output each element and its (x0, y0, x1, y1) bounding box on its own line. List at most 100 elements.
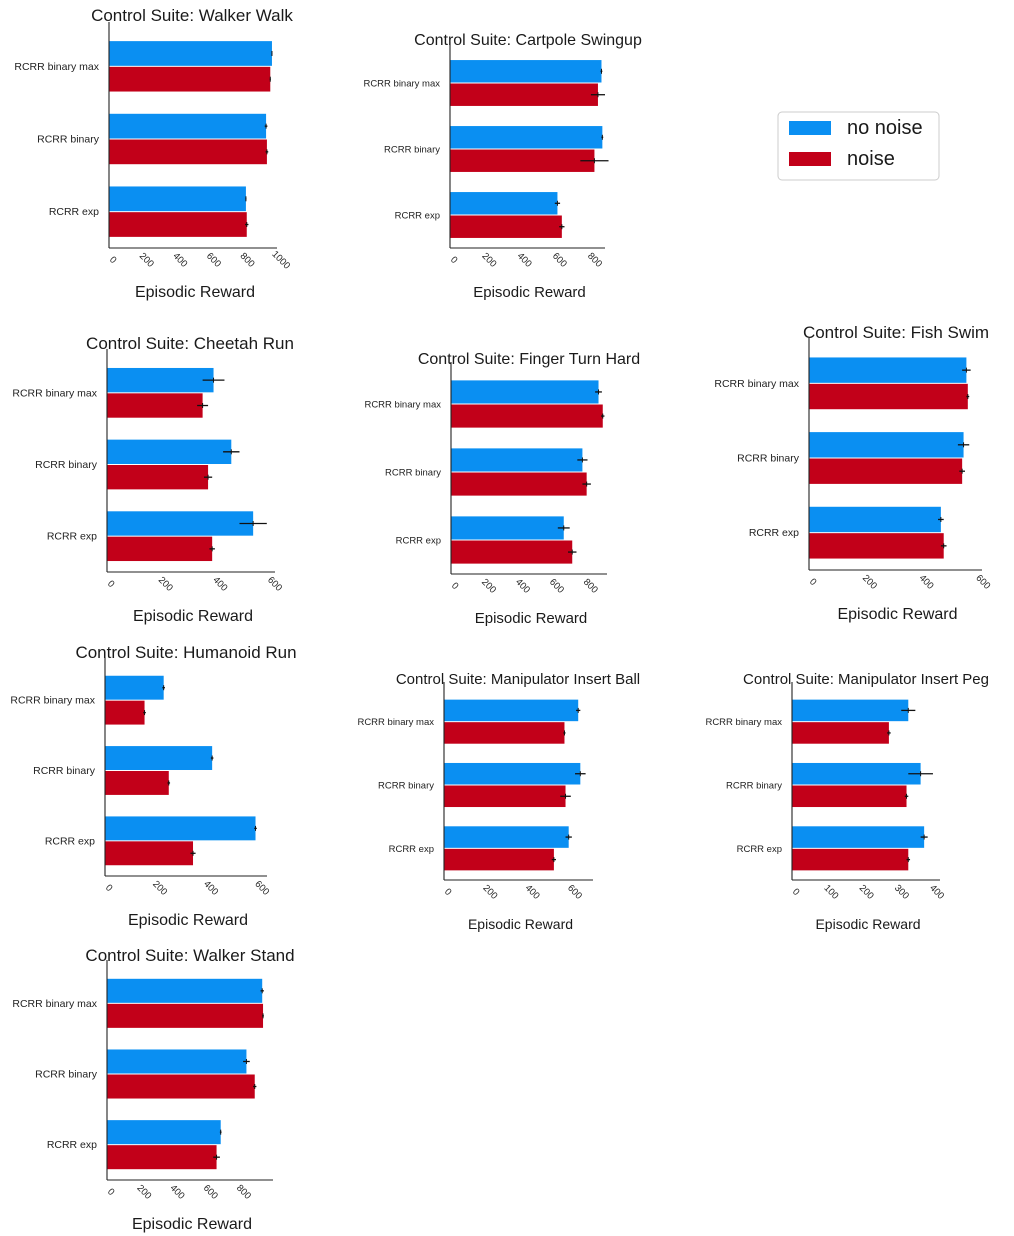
bar-noise-rcrr-binary (105, 771, 169, 795)
category-label: RCRR exp (395, 211, 440, 222)
bar-no-noise-rcrr-binary (107, 1049, 247, 1074)
x-tick-label: 200 (150, 879, 169, 898)
chart-control-suite-manipulator-insert-ball: Control Suite: Manipulator Insert Ball RC… (357, 671, 640, 932)
chart-control-suite-fish-swim: Control Suite: Fish Swim RCRR binary max R… (714, 323, 992, 623)
chart-title: Control Suite: Walker Walk (91, 6, 293, 25)
x-tick-label: 600 (265, 575, 284, 594)
legend: no noise noise (777, 111, 940, 181)
category-label: RCRR binary max (12, 387, 97, 399)
chart-control-suite-humanoid-run: Control Suite: Humanoid Run RCRR binary m… (10, 643, 296, 929)
bar-noise-rcrr-binary (792, 785, 907, 808)
bar-noise-rcrr-exp (451, 540, 573, 564)
category-label: RCRR exp (47, 531, 97, 543)
bar-no-noise-rcrr-exp (792, 826, 925, 848)
bar-no-noise-rcrr-exp (107, 1120, 221, 1145)
bar-noise-rcrr-binary-max (444, 722, 565, 744)
bar-noise-rcrr-binary (451, 472, 587, 496)
chart-title: Control Suite: Manipulator Insert Ball (396, 671, 640, 688)
bar-noise-rcrr-binary-max (107, 1003, 264, 1028)
chart-title: Control Suite: Manipulator Insert Peg (743, 671, 989, 688)
bar-no-noise-rcrr-exp (107, 511, 254, 536)
bar-noise-rcrr-exp (444, 848, 554, 871)
bar-noise-rcrr-binary-max (107, 393, 203, 418)
chart-title: Control Suite: Cartpole Swingup (414, 32, 642, 49)
category-label: RCRR exp (389, 844, 434, 855)
category-label: RCRR binary max (10, 695, 95, 707)
x-axis-label: Episodic Reward (473, 284, 586, 301)
x-tick-label: 200 (134, 1183, 153, 1202)
category-label: RCRR binary (378, 781, 434, 792)
bar-no-noise-rcrr-exp (444, 826, 569, 848)
bar-no-noise-rcrr-binary (792, 762, 921, 785)
bar-noise-rcrr-binary (107, 465, 209, 490)
bar-no-noise-rcrr-binary (809, 432, 964, 458)
x-tick-label: 300 (892, 883, 911, 902)
category-label: RCRR binary (384, 145, 440, 156)
chart-control-suite-cartpole-swingup: Control Suite: Cartpole Swingup RCRR bina… (363, 32, 641, 301)
bar-no-noise-rcrr-binary (451, 448, 583, 472)
x-tick-label: 100 (822, 883, 841, 902)
bar-no-noise-rcrr-binary-max (107, 367, 214, 393)
bar-no-noise-rcrr-binary-max (105, 675, 164, 700)
bar-noise-rcrr-binary-max (792, 722, 889, 744)
bar-noise-rcrr-binary (450, 149, 595, 172)
bar-no-noise-rcrr-exp (450, 192, 558, 215)
category-label: RCRR exp (749, 527, 799, 539)
bar-no-noise-rcrr-binary-max (109, 41, 272, 66)
bar-noise-rcrr-binary-max (109, 66, 271, 92)
bar-no-noise-rcrr-binary-max (444, 699, 579, 722)
chart-title: Control Suite: Walker Stand (85, 946, 294, 965)
bar-no-noise-rcrr-binary-max (451, 380, 599, 404)
x-axis-label: Episodic Reward (133, 608, 253, 625)
bar-noise-rcrr-exp (450, 215, 562, 238)
bar-no-noise-rcrr-binary (107, 439, 232, 464)
x-axis-label: Episodic Reward (132, 1216, 252, 1233)
x-tick-label: 200 (479, 577, 498, 596)
x-tick-label: 200 (860, 573, 879, 592)
x-tick-label: 400 (201, 879, 220, 898)
bar-noise-rcrr-exp (107, 536, 213, 562)
x-tick-label: 200 (479, 251, 498, 270)
legend-label-noise: noise (847, 148, 895, 170)
x-tick-label: 600 (565, 883, 584, 902)
bar-noise-rcrr-binary-max (450, 83, 598, 106)
bar-noise-rcrr-binary (107, 1074, 255, 1099)
category-label: RCRR exp (45, 835, 95, 847)
x-tick-label: 200 (481, 883, 500, 902)
x-tick-label: 0 (448, 254, 460, 266)
bar-noise-rcrr-exp (809, 533, 944, 559)
bar-no-noise-rcrr-binary (109, 113, 267, 139)
chart-control-suite-walker-stand: Control Suite: Walker Stand RCRR binary m… (12, 946, 294, 1233)
bar-no-noise-rcrr-binary-max (107, 978, 263, 1003)
x-axis-label: Episodic Reward (128, 912, 248, 929)
bar-noise-rcrr-exp (109, 212, 247, 237)
x-tick-label: 400 (211, 575, 230, 594)
category-label: RCRR binary (35, 1069, 98, 1081)
bar-no-noise-rcrr-exp (451, 516, 564, 540)
bar-noise-rcrr-binary-max (105, 700, 145, 725)
bar-no-noise-rcrr-exp (109, 186, 246, 212)
x-tick-label: 400 (515, 251, 534, 270)
bar-no-noise-rcrr-binary-max (809, 357, 967, 383)
category-label: RCRR binary max (12, 998, 97, 1010)
category-label: RCRR binary max (363, 79, 440, 90)
x-tick-label: 800 (238, 251, 257, 270)
x-axis-label: Episodic Reward (815, 916, 920, 932)
category-label: RCRR binary max (364, 400, 441, 411)
x-tick-label: 600 (201, 1183, 220, 1202)
chart-control-suite-cheetah-run: Control Suite: Cheetah Run RCRR binary ma… (12, 334, 294, 625)
bar-no-noise-rcrr-binary (450, 126, 603, 149)
x-tick-label: 400 (170, 251, 189, 270)
x-axis-label: Episodic Reward (837, 606, 957, 623)
chart-title: Control Suite: Humanoid Run (75, 643, 296, 662)
category-label: RCRR binary (726, 781, 782, 792)
bar-noise-rcrr-exp (105, 841, 194, 866)
x-tick-label: 0 (790, 886, 802, 898)
chart-title: Control Suite: Fish Swim (803, 323, 989, 342)
x-tick-label: 0 (107, 254, 119, 266)
chart-control-suite-walker-walk: Control Suite: Walker Walk RCRR binary ma… (14, 6, 293, 301)
x-tick-label: 600 (252, 879, 271, 898)
x-tick-label: 0 (442, 886, 454, 898)
chart-control-suite-manipulator-insert-peg: Control Suite: Manipulator Insert Peg RCR… (705, 671, 989, 932)
bar-noise-rcrr-binary (444, 785, 566, 808)
